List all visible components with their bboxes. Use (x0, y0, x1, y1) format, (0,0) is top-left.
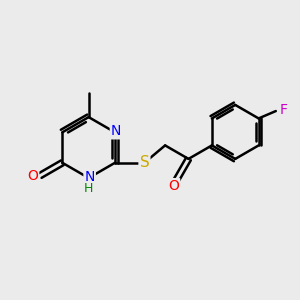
Text: O: O (27, 169, 38, 182)
Text: S: S (140, 155, 149, 170)
Text: O: O (168, 179, 179, 193)
Text: H: H (84, 182, 93, 195)
Text: F: F (279, 103, 287, 117)
Text: N: N (111, 124, 121, 138)
Text: N: N (85, 170, 95, 184)
